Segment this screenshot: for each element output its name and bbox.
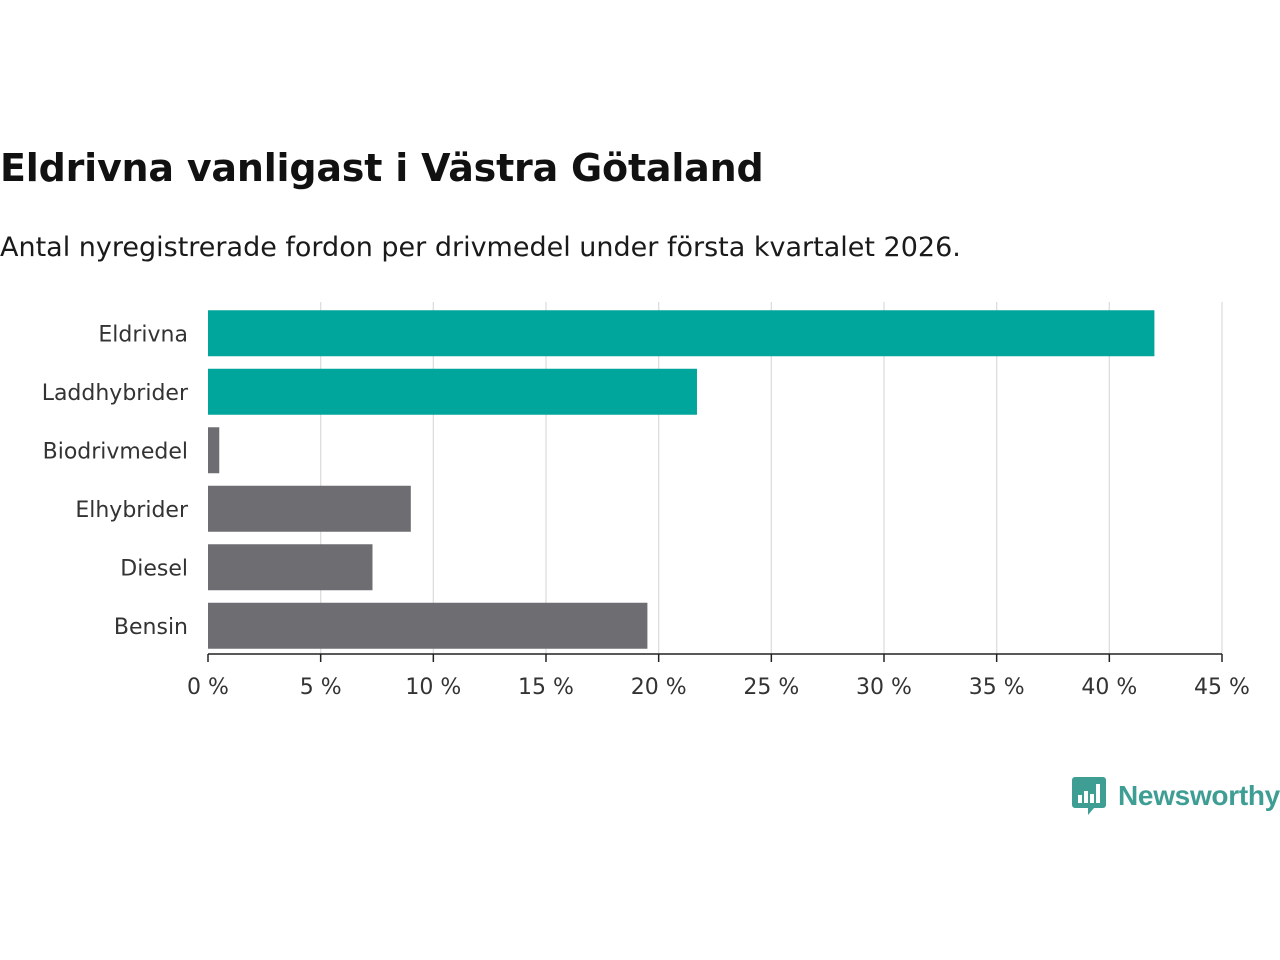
x-tick-label: 45 % bbox=[1194, 675, 1250, 700]
chart-title: Eldrivna vanligast i Västra Götaland bbox=[0, 146, 764, 190]
x-tick-label: 30 % bbox=[856, 675, 912, 700]
category-label: Diesel bbox=[120, 556, 188, 581]
x-tick-label: 35 % bbox=[969, 675, 1025, 700]
x-tick-label: 0 % bbox=[187, 675, 229, 700]
bar-elhybrider bbox=[208, 485, 411, 532]
x-tick-label: 15 % bbox=[518, 675, 574, 700]
x-tick-label: 40 % bbox=[1081, 675, 1137, 700]
chart-subtitle: Antal nyregistrerade fordon per drivmede… bbox=[0, 232, 961, 263]
brand-name: Newsworthy bbox=[1118, 780, 1280, 811]
bar-biodrivmedel bbox=[208, 427, 220, 474]
bar-diesel bbox=[208, 544, 373, 591]
category-label: Laddhybrider bbox=[42, 381, 189, 406]
category-label: Biodrivmedel bbox=[43, 439, 188, 464]
category-label: Elhybrider bbox=[75, 498, 189, 523]
category-label: Bensin bbox=[114, 615, 188, 640]
x-tick-label: 20 % bbox=[631, 675, 687, 700]
bar-laddhybrider bbox=[208, 368, 697, 415]
category-label: Eldrivna bbox=[98, 322, 188, 347]
x-tick-label: 25 % bbox=[743, 675, 799, 700]
x-tick-label: 5 % bbox=[300, 675, 342, 700]
x-tick-label: 10 % bbox=[405, 675, 461, 700]
bar-eldrivna bbox=[208, 310, 1155, 357]
bar-bensin bbox=[208, 602, 648, 649]
newsworthy-logo-icon bbox=[1072, 777, 1106, 815]
brand-logo: Newsworthy bbox=[1072, 774, 1280, 818]
